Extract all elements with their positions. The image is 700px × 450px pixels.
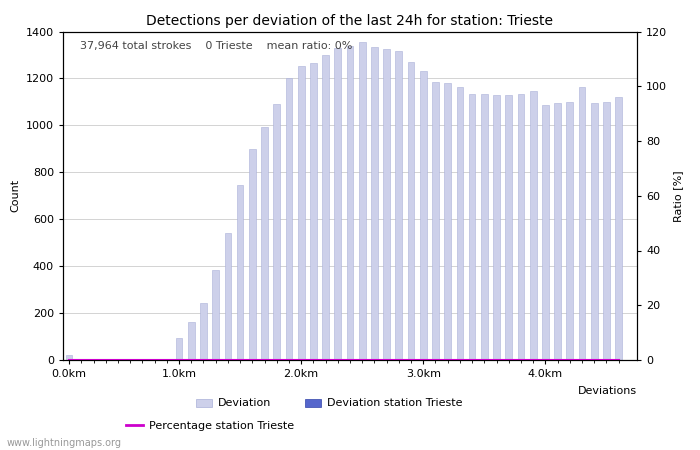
Bar xyxy=(188,323,195,360)
Bar xyxy=(322,55,329,360)
Bar xyxy=(603,102,610,360)
Bar xyxy=(371,47,378,360)
Bar xyxy=(200,302,206,360)
Bar xyxy=(176,338,183,360)
Bar xyxy=(615,97,622,360)
Bar xyxy=(554,103,561,360)
Bar xyxy=(579,87,585,360)
Legend: Deviation, Deviation station Trieste: Deviation, Deviation station Trieste xyxy=(191,394,467,413)
Title: Detections per deviation of the last 24h for station: Trieste: Detections per deviation of the last 24h… xyxy=(146,14,554,27)
Bar xyxy=(212,270,219,360)
Bar xyxy=(66,356,73,360)
Bar xyxy=(469,94,475,360)
Legend: Percentage station Trieste: Percentage station Trieste xyxy=(122,417,298,436)
Bar xyxy=(298,66,304,360)
Bar xyxy=(481,94,488,360)
Bar xyxy=(432,82,439,360)
Bar xyxy=(335,48,341,360)
Bar xyxy=(420,72,426,360)
Bar xyxy=(286,78,293,360)
Bar xyxy=(274,104,280,360)
Bar xyxy=(237,185,244,360)
Y-axis label: Count: Count xyxy=(10,179,20,212)
Bar xyxy=(444,83,451,360)
Bar xyxy=(395,51,402,360)
Bar xyxy=(359,42,365,360)
Text: 37,964 total strokes    0 Trieste    mean ratio: 0%: 37,964 total strokes 0 Trieste mean rati… xyxy=(80,41,353,51)
Bar xyxy=(346,45,354,360)
Bar xyxy=(407,62,414,360)
Y-axis label: Ratio [%]: Ratio [%] xyxy=(673,170,682,221)
Text: Deviations: Deviations xyxy=(578,386,637,396)
Bar xyxy=(261,126,268,360)
Bar xyxy=(494,95,500,360)
Bar xyxy=(456,87,463,360)
Bar xyxy=(225,233,231,360)
Bar xyxy=(505,95,512,360)
Text: www.lightningmaps.org: www.lightningmaps.org xyxy=(7,438,122,448)
Bar xyxy=(310,63,316,360)
Bar xyxy=(591,103,598,360)
Bar xyxy=(542,105,549,360)
Bar xyxy=(517,94,524,360)
Bar xyxy=(566,102,573,360)
Bar xyxy=(530,91,536,360)
Bar xyxy=(384,49,390,360)
Bar xyxy=(249,149,256,360)
